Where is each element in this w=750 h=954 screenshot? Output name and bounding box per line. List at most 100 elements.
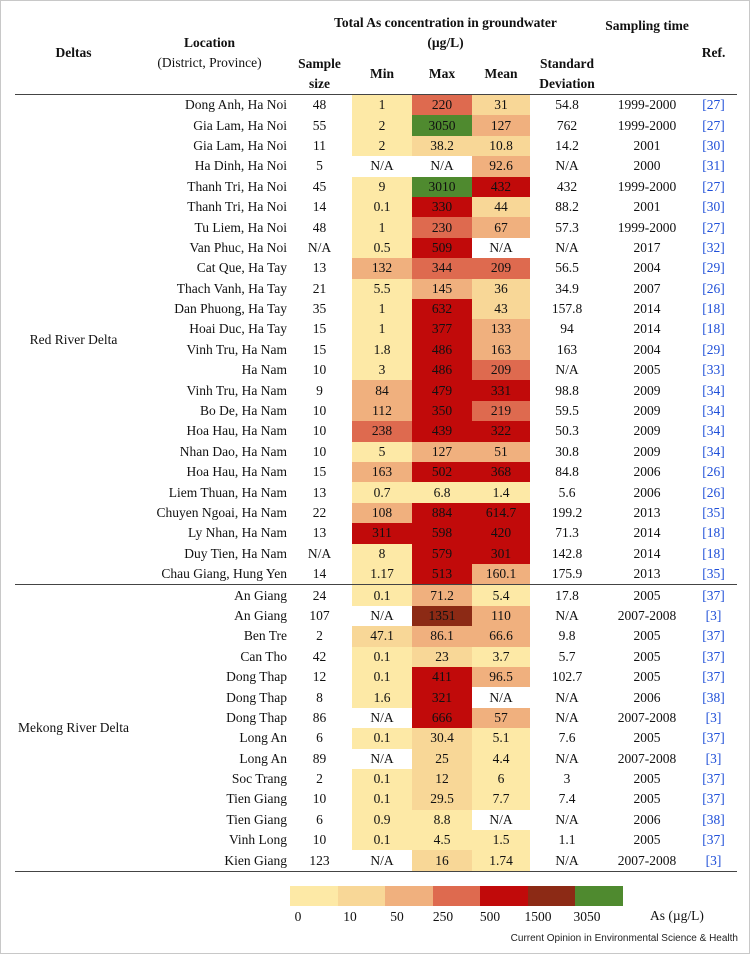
ref-link[interactable]: [37] — [702, 832, 725, 848]
max-cell: 411 — [412, 666, 472, 688]
table-row: Ha Nam 10 3 486 209 N/A 2005 [33] — [15, 360, 737, 381]
max-cell: 579 — [412, 543, 472, 564]
ref-header: Ref. — [701, 45, 726, 60]
ref-link[interactable]: [37] — [702, 730, 725, 746]
ref-link[interactable]: [37] — [702, 771, 725, 787]
max-cell: 666 — [412, 707, 472, 729]
ref-link[interactable]: [34] — [702, 443, 725, 459]
legend-swatch — [432, 886, 480, 906]
min-cell: 9 — [352, 176, 412, 197]
mean-cell: 209 — [472, 258, 530, 279]
table-row: Ben Tre 2 47.1 86.1 66.6 9.8 2005 [37] — [15, 626, 737, 647]
sampling-time-cell: 2005 — [604, 584, 691, 606]
std-cell: N/A — [555, 689, 579, 705]
mean-cell: 110 — [472, 605, 530, 627]
legend-swatch — [575, 886, 623, 906]
journal-credit: Current Opinion in Environmental Science… — [510, 933, 738, 944]
total-as-header-label: Total As concentration in groundwater — [334, 15, 557, 30]
table-body: Red River Delta Dong Anh, Ha Noi 48 1 220 31 5… — [15, 93, 738, 872]
ref-link[interactable]: [34] — [702, 403, 725, 419]
location-cell: Tu Liem, Ha Noi — [194, 219, 287, 235]
location-cell: Ly Nhan, Ha Nam — [188, 525, 287, 541]
ref-link[interactable]: [18] — [702, 545, 725, 561]
std-cell: 57.3 — [555, 219, 579, 235]
min-cell: 1 — [352, 217, 412, 238]
mean-cell: 1.74 — [472, 850, 530, 872]
location-cell: Tien Giang — [226, 791, 287, 807]
ref-link[interactable]: [18] — [702, 321, 725, 337]
ref-link[interactable]: [3] — [690, 850, 738, 872]
ref-link[interactable]: [32] — [702, 239, 725, 255]
std-cell: 54.8 — [530, 94, 605, 116]
ref-link[interactable]: [38] — [702, 689, 725, 705]
location-cell: An Giang — [234, 607, 287, 623]
ref-link[interactable]: [18] — [702, 301, 725, 317]
sample-size-cell: 10 — [312, 403, 327, 419]
ref-link[interactable]: [38] — [702, 811, 725, 827]
ref-link[interactable]: [37] — [702, 648, 725, 664]
ref-link[interactable]: [27] — [690, 94, 738, 116]
sampling-time-cell: 2005 — [633, 669, 661, 685]
ref-link[interactable]: [26] — [702, 280, 725, 296]
std-cell: 5.6 — [558, 484, 576, 500]
ref-link[interactable]: [3] — [705, 607, 722, 623]
ref-link[interactable]: [30] — [702, 199, 725, 215]
location-cell: Dan Phuong, Ha Tay — [174, 301, 287, 317]
sample-size-cell: 12 — [312, 669, 327, 685]
mean-cell: 5.4 — [472, 584, 530, 606]
ref-link[interactable]: [29] — [702, 341, 725, 357]
max-cell: 71.2 — [412, 584, 472, 606]
sample-size-cell: 9 — [316, 382, 323, 398]
std-cell: 432 — [556, 178, 578, 194]
std-cell: N/A — [555, 607, 579, 623]
mean-cell: N/A — [472, 687, 530, 708]
ref-link[interactable]: [34] — [702, 382, 725, 398]
ref-link[interactable]: [35] — [702, 505, 725, 520]
sampling-time-cell: 2001 — [633, 137, 661, 153]
ref-link[interactable]: [31] — [702, 158, 725, 174]
ref-link[interactable]: [3] — [705, 750, 722, 766]
legend-unit: As (µg/L) — [650, 908, 704, 923]
std-cell: 199.2 — [551, 505, 583, 520]
table-row: Gia Lam, Ha Noi 11 2 38.2 10.8 14.2 2001 [30] — [15, 135, 737, 157]
ref-link[interactable]: [18] — [702, 525, 725, 541]
ref-link[interactable]: [37] — [702, 669, 725, 685]
mean-cell: 1.4 — [472, 482, 530, 503]
min-cell: 84 — [352, 380, 412, 401]
max-cell: 486 — [412, 339, 472, 361]
sampling-time-cell: 2007-2008 — [617, 709, 677, 725]
ref-link[interactable]: [37] — [702, 628, 725, 644]
ref-link[interactable]: [33] — [702, 362, 725, 378]
min-cell: 1 — [352, 319, 412, 340]
max-cell: 1351 — [412, 605, 472, 627]
table-row: Hoai Duc, Ha Tay 15 1 377 133 94 2014 [18] — [15, 319, 737, 340]
table-row: Tu Liem, Ha Noi 48 1 230 67 57.3 1999-2000 [27] — [15, 217, 737, 238]
ref-link[interactable]: [37] — [702, 791, 725, 807]
deltas-header: Deltas — [55, 45, 92, 60]
ref-link[interactable]: [3] — [705, 709, 722, 725]
ref-link[interactable]: [35] — [702, 566, 725, 582]
ref-link[interactable]: [27] — [702, 219, 725, 235]
max-cell: 29.5 — [412, 789, 472, 810]
location-cell: Hoai Duc, Ha Tay — [189, 321, 287, 337]
ref-link[interactable]: [27] — [702, 117, 725, 133]
table-row: Van Phuc, Ha Noi N/A 0.5 509 N/A N/A 2017 [32] — [15, 237, 737, 259]
ref-link[interactable]: [26] — [702, 464, 725, 480]
ref-link[interactable]: [26] — [702, 484, 725, 500]
location-cell: Kien Giang — [132, 850, 287, 872]
min-cell: 1.8 — [352, 339, 412, 361]
location-cell: Liem Thuan, Ha Nam — [168, 484, 287, 500]
ref-link[interactable]: [29] — [702, 260, 725, 276]
location-cell: Ben Tre — [243, 628, 287, 644]
sample-size-header: Sample size — [298, 56, 341, 91]
ref-link[interactable]: [34] — [702, 423, 725, 439]
std-cell: N/A — [555, 750, 579, 766]
std-cell: N/A — [530, 850, 605, 872]
max-cell: 884 — [412, 502, 472, 524]
ref-link[interactable]: [37] — [690, 584, 738, 606]
ref-link[interactable]: [30] — [702, 137, 725, 153]
ref-link[interactable]: [27] — [702, 178, 725, 194]
sample-size-cell: N/A — [307, 545, 332, 561]
location-cell: Hoa Hau, Ha Nam — [186, 464, 287, 480]
table-row: Can Tho 42 0.1 23 3.7 5.7 2005 [37] — [15, 646, 737, 667]
